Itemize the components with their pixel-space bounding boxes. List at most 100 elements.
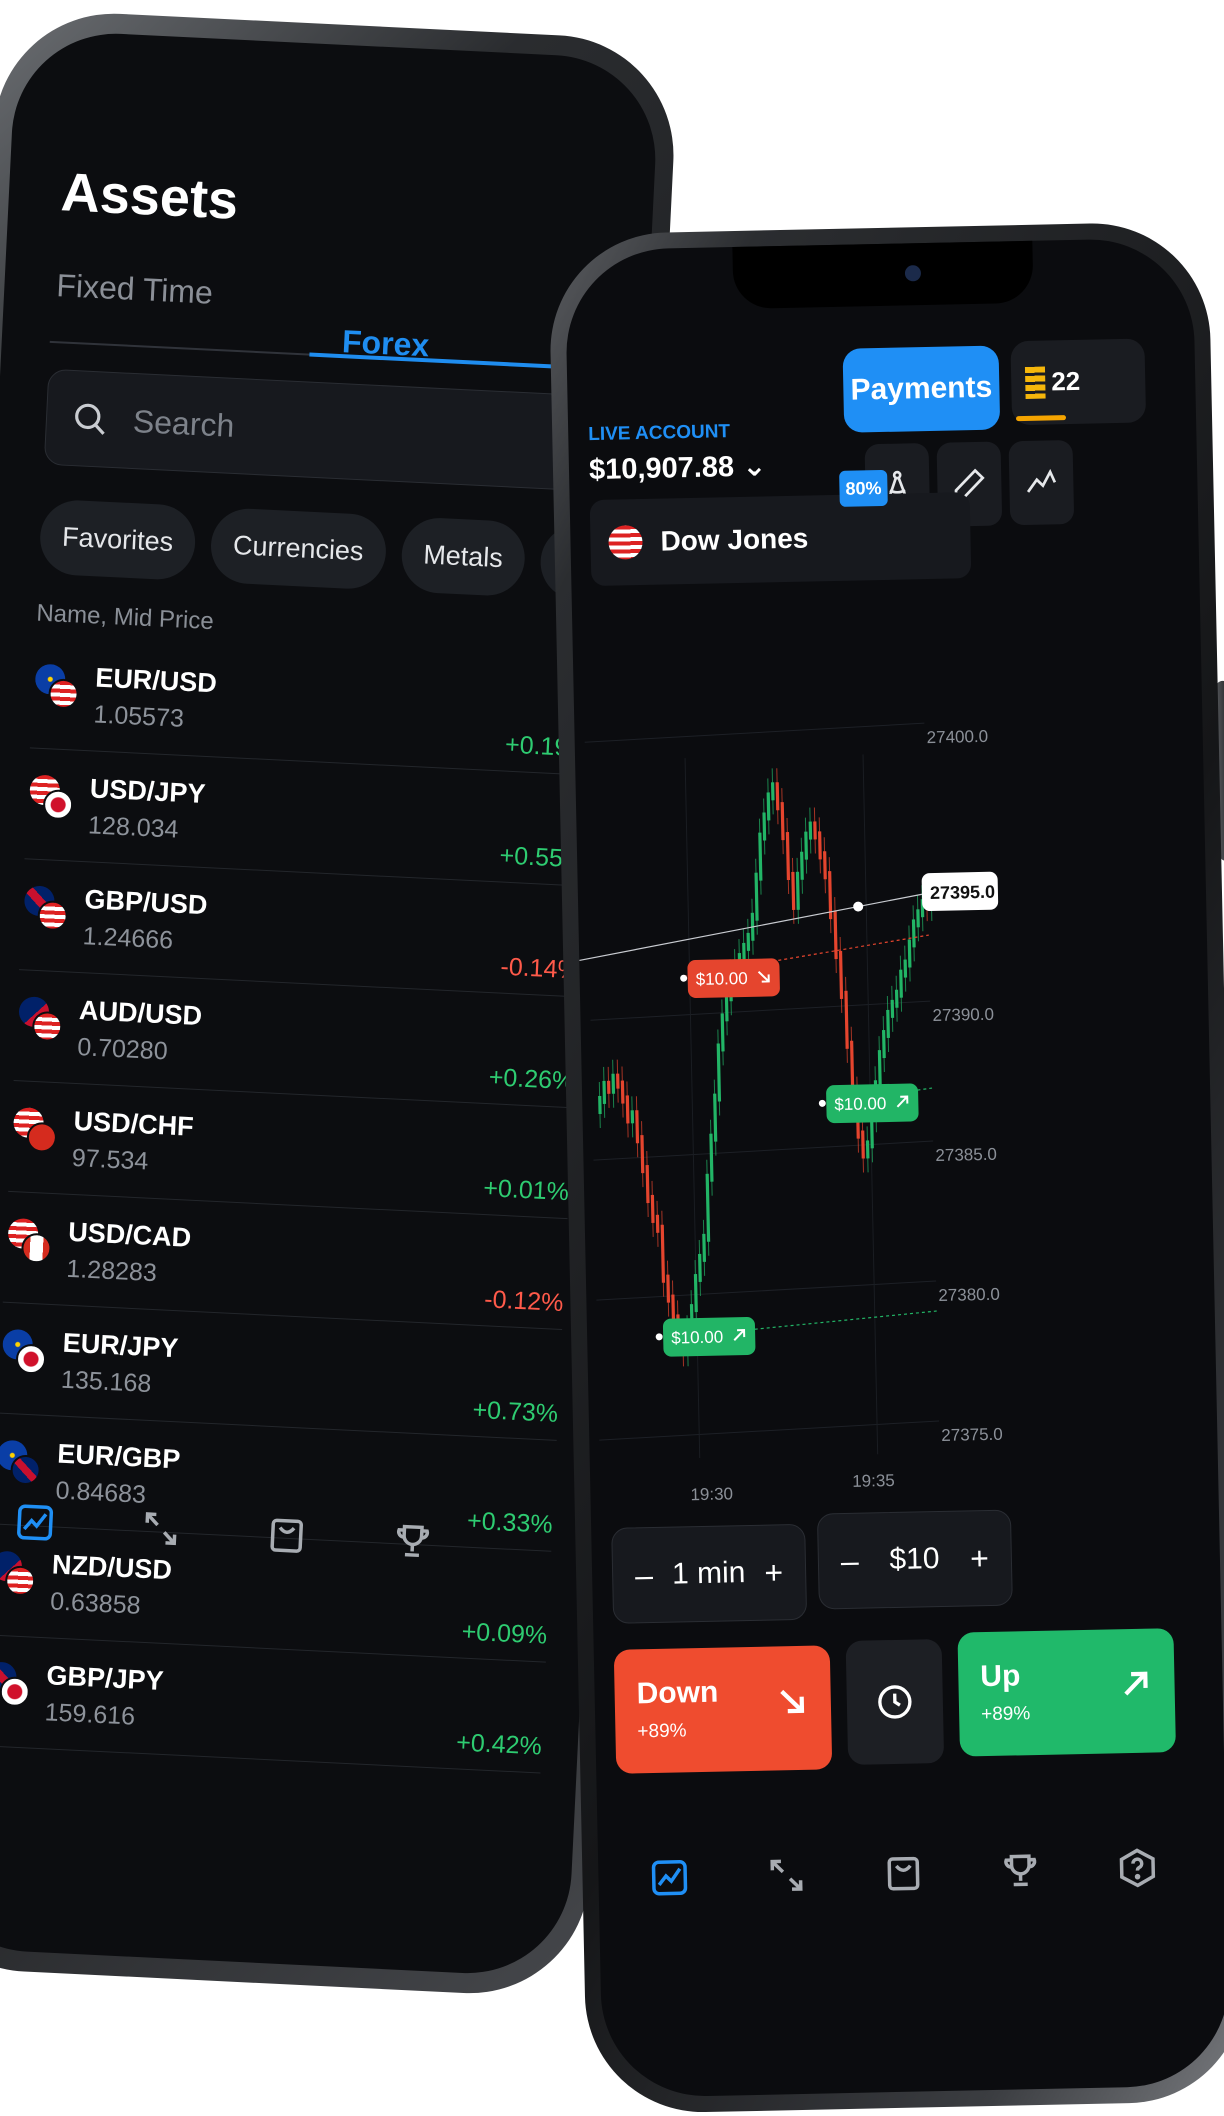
- chart-icon[interactable]: [648, 1856, 691, 1899]
- candle-body: [698, 1253, 702, 1282]
- amount-control: – $10 +: [816, 1509, 1013, 1610]
- pair-name: GBP/JPY: [45, 1660, 165, 1696]
- time-axis-label: 19:30: [690, 1484, 733, 1504]
- amount-plus-button[interactable]: +: [969, 1539, 990, 1576]
- amount-minus-button[interactable]: –: [840, 1542, 860, 1579]
- search-input[interactable]: [130, 401, 512, 459]
- currency-flag-icon: [28, 774, 74, 821]
- trading-phone: Payments 22 LIVE ACCOUNT $10,907.88 ⌄ Do…: [548, 221, 1224, 2115]
- amount-value[interactable]: $10: [889, 1542, 940, 1577]
- candle-body: [660, 1224, 666, 1283]
- market-icon[interactable]: [882, 1851, 925, 1894]
- flag-us-icon: [37, 899, 69, 932]
- chip-favorites[interactable]: Favorites: [38, 498, 197, 582]
- duration-minus-button[interactable]: –: [634, 1556, 654, 1593]
- candle-body: [754, 872, 759, 921]
- trade-marker: [826, 1083, 919, 1124]
- duration-control: – 1 min +: [611, 1523, 808, 1624]
- pair-name: AUD/USD: [78, 995, 203, 1032]
- candle-body: [746, 932, 751, 951]
- coins-icon: [1024, 366, 1046, 399]
- duration-plus-button[interactable]: +: [764, 1553, 784, 1591]
- candle-body: [903, 959, 908, 978]
- level-badge[interactable]: 22: [1010, 338, 1147, 426]
- trade-screen: Payments 22 LIVE ACCOUNT $10,907.88 ⌄ Do…: [564, 237, 1224, 2099]
- candle-body: [702, 1233, 707, 1262]
- currency-flag-icon: [7, 1217, 53, 1264]
- pair-name: USD/CAD: [67, 1216, 192, 1253]
- price-gridline: [599, 1420, 940, 1441]
- pair-name: EUR/JPY: [62, 1327, 180, 1364]
- flag-us-icon: [31, 1010, 64, 1043]
- chip-metals[interactable]: Metals: [399, 516, 527, 598]
- asset-selector[interactable]: Dow Jones: [589, 492, 972, 587]
- currency-flag-icon: [12, 1107, 58, 1154]
- chip-currencies[interactable]: Currencies: [209, 506, 388, 591]
- trade-marker: [662, 1316, 756, 1357]
- candle-body: [620, 1080, 625, 1104]
- trades-icon[interactable]: [765, 1854, 808, 1897]
- currency-flag-icon: [23, 885, 69, 932]
- us-flag-icon: [608, 525, 643, 560]
- candle-body: [607, 1080, 611, 1094]
- price-axis-label: 27385.0: [935, 1145, 997, 1165]
- help-icon[interactable]: [1116, 1846, 1159, 1889]
- mid-price: 1.24666: [82, 922, 174, 955]
- indicator-tool[interactable]: [1008, 439, 1075, 526]
- up-button[interactable]: Up +89%: [957, 1628, 1176, 1757]
- price-axis-label: 27375.0: [941, 1425, 1003, 1445]
- trades-icon[interactable]: [139, 1507, 183, 1551]
- trophy-icon[interactable]: [391, 1519, 435, 1563]
- price-change: -0.12%: [483, 1285, 565, 1318]
- current-price-line: [579, 905, 859, 962]
- assets-phone: Assets Fixed Time Forex ✕ Favorites Curr…: [0, 8, 680, 1999]
- currency-flag-icon: [1, 1328, 47, 1375]
- asset-name: Dow Jones: [660, 522, 809, 557]
- search-icon: [75, 403, 105, 435]
- bottom-nav: [13, 1501, 435, 1563]
- timer-button[interactable]: [845, 1638, 945, 1765]
- chart-icon[interactable]: [13, 1501, 57, 1545]
- candle-body: [655, 1214, 660, 1233]
- search-box[interactable]: [43, 368, 608, 493]
- candle-body: [899, 969, 903, 998]
- candle-body: [640, 1135, 645, 1174]
- tab-fixed-time[interactable]: Fixed Time: [55, 267, 214, 311]
- candle-body: [635, 1110, 640, 1144]
- market-icon[interactable]: [265, 1513, 309, 1557]
- candle-body: [724, 993, 729, 1022]
- candle-body: [881, 1030, 886, 1059]
- candle-body: [671, 1294, 676, 1323]
- account-balance[interactable]: $10,907.88 ⌄: [588, 450, 767, 487]
- trophy-icon[interactable]: [999, 1849, 1042, 1892]
- asset-list: 24 EUR/USD1.05573+0.19%USD/JPY128.034+0.…: [0, 637, 595, 1774]
- account-type[interactable]: LIVE ACCOUNT: [588, 421, 731, 446]
- payments-button[interactable]: Payments: [842, 345, 1001, 433]
- candle-body: [645, 1165, 650, 1204]
- candle-body: [666, 1274, 671, 1303]
- currency-flag-icon: [18, 996, 64, 1043]
- mid-price: 1.28283: [65, 1254, 158, 1288]
- candle-body: [693, 1274, 698, 1313]
- down-button[interactable]: Down +89%: [613, 1645, 833, 1774]
- duration-value[interactable]: 1 min: [671, 1556, 746, 1591]
- currency-flag-icon: [34, 663, 80, 710]
- price-chart[interactable]: 27400.0 27390.0 27385.0 27380.0 27375.0 19:30…: [571, 567, 1219, 1520]
- arrow-up-right-icon: [896, 1095, 909, 1108]
- trade-entry-dot: [680, 974, 688, 982]
- price-gridline: [593, 1140, 934, 1161]
- indicator-icon: [1026, 468, 1057, 493]
- candle-body: [758, 832, 763, 881]
- level-number: 22: [1050, 365, 1081, 397]
- asset-tabs: Fixed Time Forex ✕: [49, 262, 650, 374]
- price-axis-label: 27380.0: [938, 1285, 1000, 1305]
- candle-body: [625, 1095, 630, 1124]
- candle-body: [828, 871, 833, 920]
- arrow-down-right-icon: [780, 1689, 805, 1714]
- candle-body: [650, 1194, 655, 1223]
- candle-body: [602, 1080, 607, 1104]
- trade-entry-dot: [818, 1099, 826, 1107]
- up-label: Up: [980, 1659, 1021, 1694]
- current-price-value: 27395.0: [930, 882, 995, 903]
- price-gridline: [590, 1000, 931, 1021]
